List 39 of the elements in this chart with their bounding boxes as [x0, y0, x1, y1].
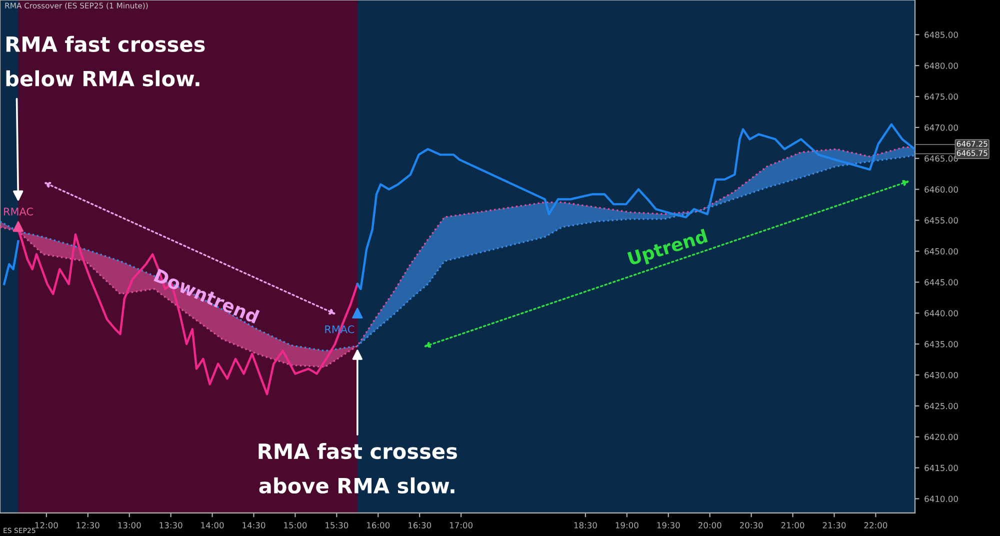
x-tick-label: 19:30: [657, 522, 680, 528]
x-tick-label: 22:00: [864, 522, 888, 528]
y-tick-label: 6415.00: [924, 464, 958, 472]
x-tick-label: 20:30: [740, 522, 763, 528]
x-tick-label: 21:00: [781, 522, 804, 528]
y-tick-label: 6435.00: [924, 341, 958, 348]
x-tick-label: 14:00: [201, 522, 224, 528]
y-tick-label: 6425.00: [924, 402, 958, 410]
x-tick-label: 15:30: [326, 522, 348, 528]
x-tick-label: 19:00: [616, 522, 638, 528]
x-tick-label: 21:30: [822, 522, 846, 528]
x-tick-label: 18:30: [574, 522, 597, 528]
line-series: [3, 240, 20, 286]
x-tick-label: 12:00: [35, 522, 58, 528]
x-tick-label: 14:30: [242, 522, 266, 528]
y-tick-label: 6445.00: [924, 279, 958, 286]
x-tick-label: 16:30: [408, 522, 432, 528]
x-tick-label: 20:00: [698, 522, 722, 528]
y-tick-label: 6460.00: [924, 186, 958, 193]
y-tick-label: 6480.00: [924, 62, 958, 69]
x-tick-label: 13:30: [160, 522, 182, 528]
y-tick-label: 6420.00: [924, 434, 958, 440]
y-tick-label: 6485.00: [924, 32, 958, 38]
annotation: RMAC: [4, 208, 33, 216]
annotation: RMA fast crosses below RMA slow.: [6, 36, 205, 86]
line-series: [356, 123, 915, 290]
x-tick-label: 12:30: [76, 522, 100, 528]
x-tick-label: 17:00: [450, 522, 473, 528]
y-tick-label: 6440.00: [924, 310, 958, 316]
x-tick-label: 13:00: [118, 522, 141, 528]
annotation: RMA fast crosses above RMA slow.: [258, 442, 457, 494]
y-tick-label: 6475.00: [924, 94, 958, 100]
y-tick-label: 6430.00: [924, 372, 958, 378]
x-tick-label: 15:00: [284, 522, 307, 528]
y-tick-label: 6450.00: [924, 248, 958, 254]
y-tick-label: 6470.00: [924, 124, 958, 131]
y-tick-label: 6455.00: [924, 217, 958, 224]
y-tick-label: 6410.00: [924, 496, 958, 502]
x-tick-label: 16:00: [367, 522, 390, 528]
